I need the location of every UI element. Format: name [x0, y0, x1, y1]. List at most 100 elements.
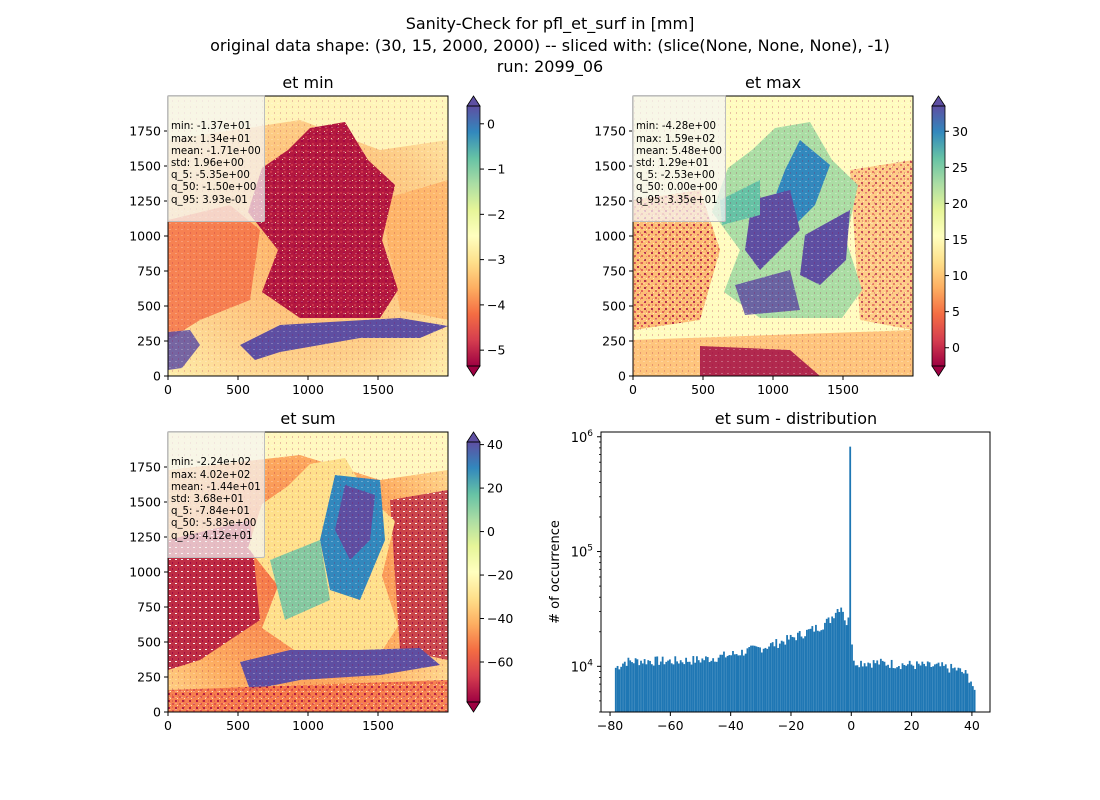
- histogram-bar: [744, 653, 747, 712]
- histogram-bar: [784, 644, 787, 712]
- colorbar-tick-label: −2: [487, 207, 505, 222]
- histogram-bar: [643, 659, 646, 712]
- y-tick-label: 500: [137, 635, 161, 650]
- histogram-bar: [944, 664, 947, 712]
- histogram-bar: [820, 630, 823, 712]
- histogram-bar: [836, 608, 839, 712]
- histogram-bar: [869, 663, 871, 712]
- histogram-bar: [706, 657, 709, 712]
- histogram-bar: [897, 666, 900, 712]
- colorbar-tick-label: 0: [952, 340, 960, 355]
- histogram-bar: [658, 664, 660, 712]
- histogram-bar: [824, 622, 826, 712]
- histogram-bar: [733, 654, 736, 712]
- histogram-bar: [852, 660, 855, 712]
- histogram-bar: [952, 668, 954, 712]
- y-tick-label: 0: [153, 369, 161, 384]
- histogram-bar: [939, 666, 942, 712]
- histogram-bar: [690, 664, 693, 712]
- colorbar-tick-label: −20: [487, 568, 513, 583]
- histogram-bar: [811, 626, 814, 712]
- x-tick-label: 0: [164, 382, 172, 397]
- histogram-bar: [973, 689, 976, 712]
- histogram-bar: [957, 667, 960, 712]
- y-tick-label: 250: [137, 670, 161, 685]
- histogram-bar: [888, 667, 891, 712]
- histogram-bar: [854, 665, 857, 712]
- histogram-bar: [777, 647, 779, 712]
- histogram-bar: [829, 623, 832, 712]
- histogram-bar: [696, 656, 698, 712]
- histogram-bar: [930, 666, 933, 712]
- histogram-bar: [742, 655, 745, 712]
- y-tick-label: 0: [153, 705, 161, 720]
- histogram-bar: [681, 662, 684, 712]
- colorbar-tick-label: 30: [952, 124, 968, 139]
- histogram-bar: [831, 616, 834, 712]
- histogram-bar: [923, 663, 926, 712]
- colorbar-extend-max: [931, 95, 946, 107]
- histogram-bar: [692, 656, 695, 712]
- histogram-bar: [676, 661, 678, 712]
- colorbar-extend-max: [466, 95, 481, 107]
- x-axis: 0 500 1000 1500: [629, 376, 859, 397]
- histogram-bar: [962, 673, 965, 712]
- histogram-bar: [665, 661, 668, 712]
- histogram-bar: [726, 655, 729, 712]
- colorbar-tick-label: −40: [487, 611, 513, 626]
- histogram-bar: [970, 681, 972, 712]
- histogram-bar: [791, 636, 794, 712]
- histogram-bar: [876, 660, 879, 712]
- colorbar: −5 −4 −3 −2 −1 0: [466, 95, 505, 377]
- histogram-bar: [914, 669, 917, 712]
- histogram-bar: [741, 649, 743, 712]
- histogram-bar: [687, 661, 689, 712]
- histogram-bar: [968, 682, 971, 712]
- histogram-bar: [860, 660, 862, 712]
- y-tick-label: 1750: [594, 124, 626, 139]
- y-tick-label: 0: [618, 369, 626, 384]
- histogram-bar: [941, 662, 944, 712]
- histogram-bar: [917, 663, 920, 712]
- histogram-bar: [724, 657, 727, 712]
- histogram-bar: [800, 636, 803, 712]
- histogram-bar: [878, 664, 880, 712]
- x-tick-label: 1500: [362, 718, 394, 733]
- x-tick-label: −40: [717, 718, 743, 733]
- stats-box-et-sum: min: -2.24e+02 max: 4.02e+02 mean: -1.44e+…: [167, 431, 265, 559]
- colorbar-tick-label: 25: [952, 160, 968, 175]
- histogram-bar: [903, 664, 906, 712]
- histogram-bar: [705, 656, 707, 712]
- y-tick-label: 1000: [129, 229, 161, 244]
- x-tick-label: 20: [904, 718, 920, 733]
- histogram-bar: [950, 663, 953, 712]
- histogram-bar: [896, 667, 898, 712]
- panel-title: et min: [282, 73, 333, 92]
- y-tick-label: 1250: [129, 530, 161, 545]
- histogram-bar: [806, 629, 808, 712]
- histogram-bar: [818, 631, 821, 712]
- histogram-bar: [847, 617, 850, 712]
- y-tick-label: 750: [137, 264, 161, 279]
- histogram-bar: [685, 657, 688, 712]
- histogram-bar: [827, 617, 830, 712]
- histogram-bar: [647, 660, 650, 712]
- histogram-bar: [802, 638, 805, 712]
- histogram-bar: [730, 655, 733, 712]
- colorbar-extend-min: [931, 365, 946, 377]
- histogram-bar: [757, 647, 760, 712]
- histogram-bar: [631, 662, 633, 712]
- y-tick-label: 250: [137, 334, 161, 349]
- histogram-bar: [793, 637, 796, 712]
- histogram-bar: [964, 670, 967, 712]
- histogram-bar: [641, 663, 644, 712]
- colorbar-tick-label: −3: [487, 252, 505, 267]
- histogram-bar: [753, 645, 756, 712]
- y-tick-label: 1250: [129, 194, 161, 209]
- histogram-bar: [834, 612, 837, 712]
- histogram-bar: [694, 662, 697, 712]
- histogram-bar: [620, 666, 623, 712]
- histogram-bar: [719, 654, 722, 712]
- histogram-bar: [775, 639, 778, 712]
